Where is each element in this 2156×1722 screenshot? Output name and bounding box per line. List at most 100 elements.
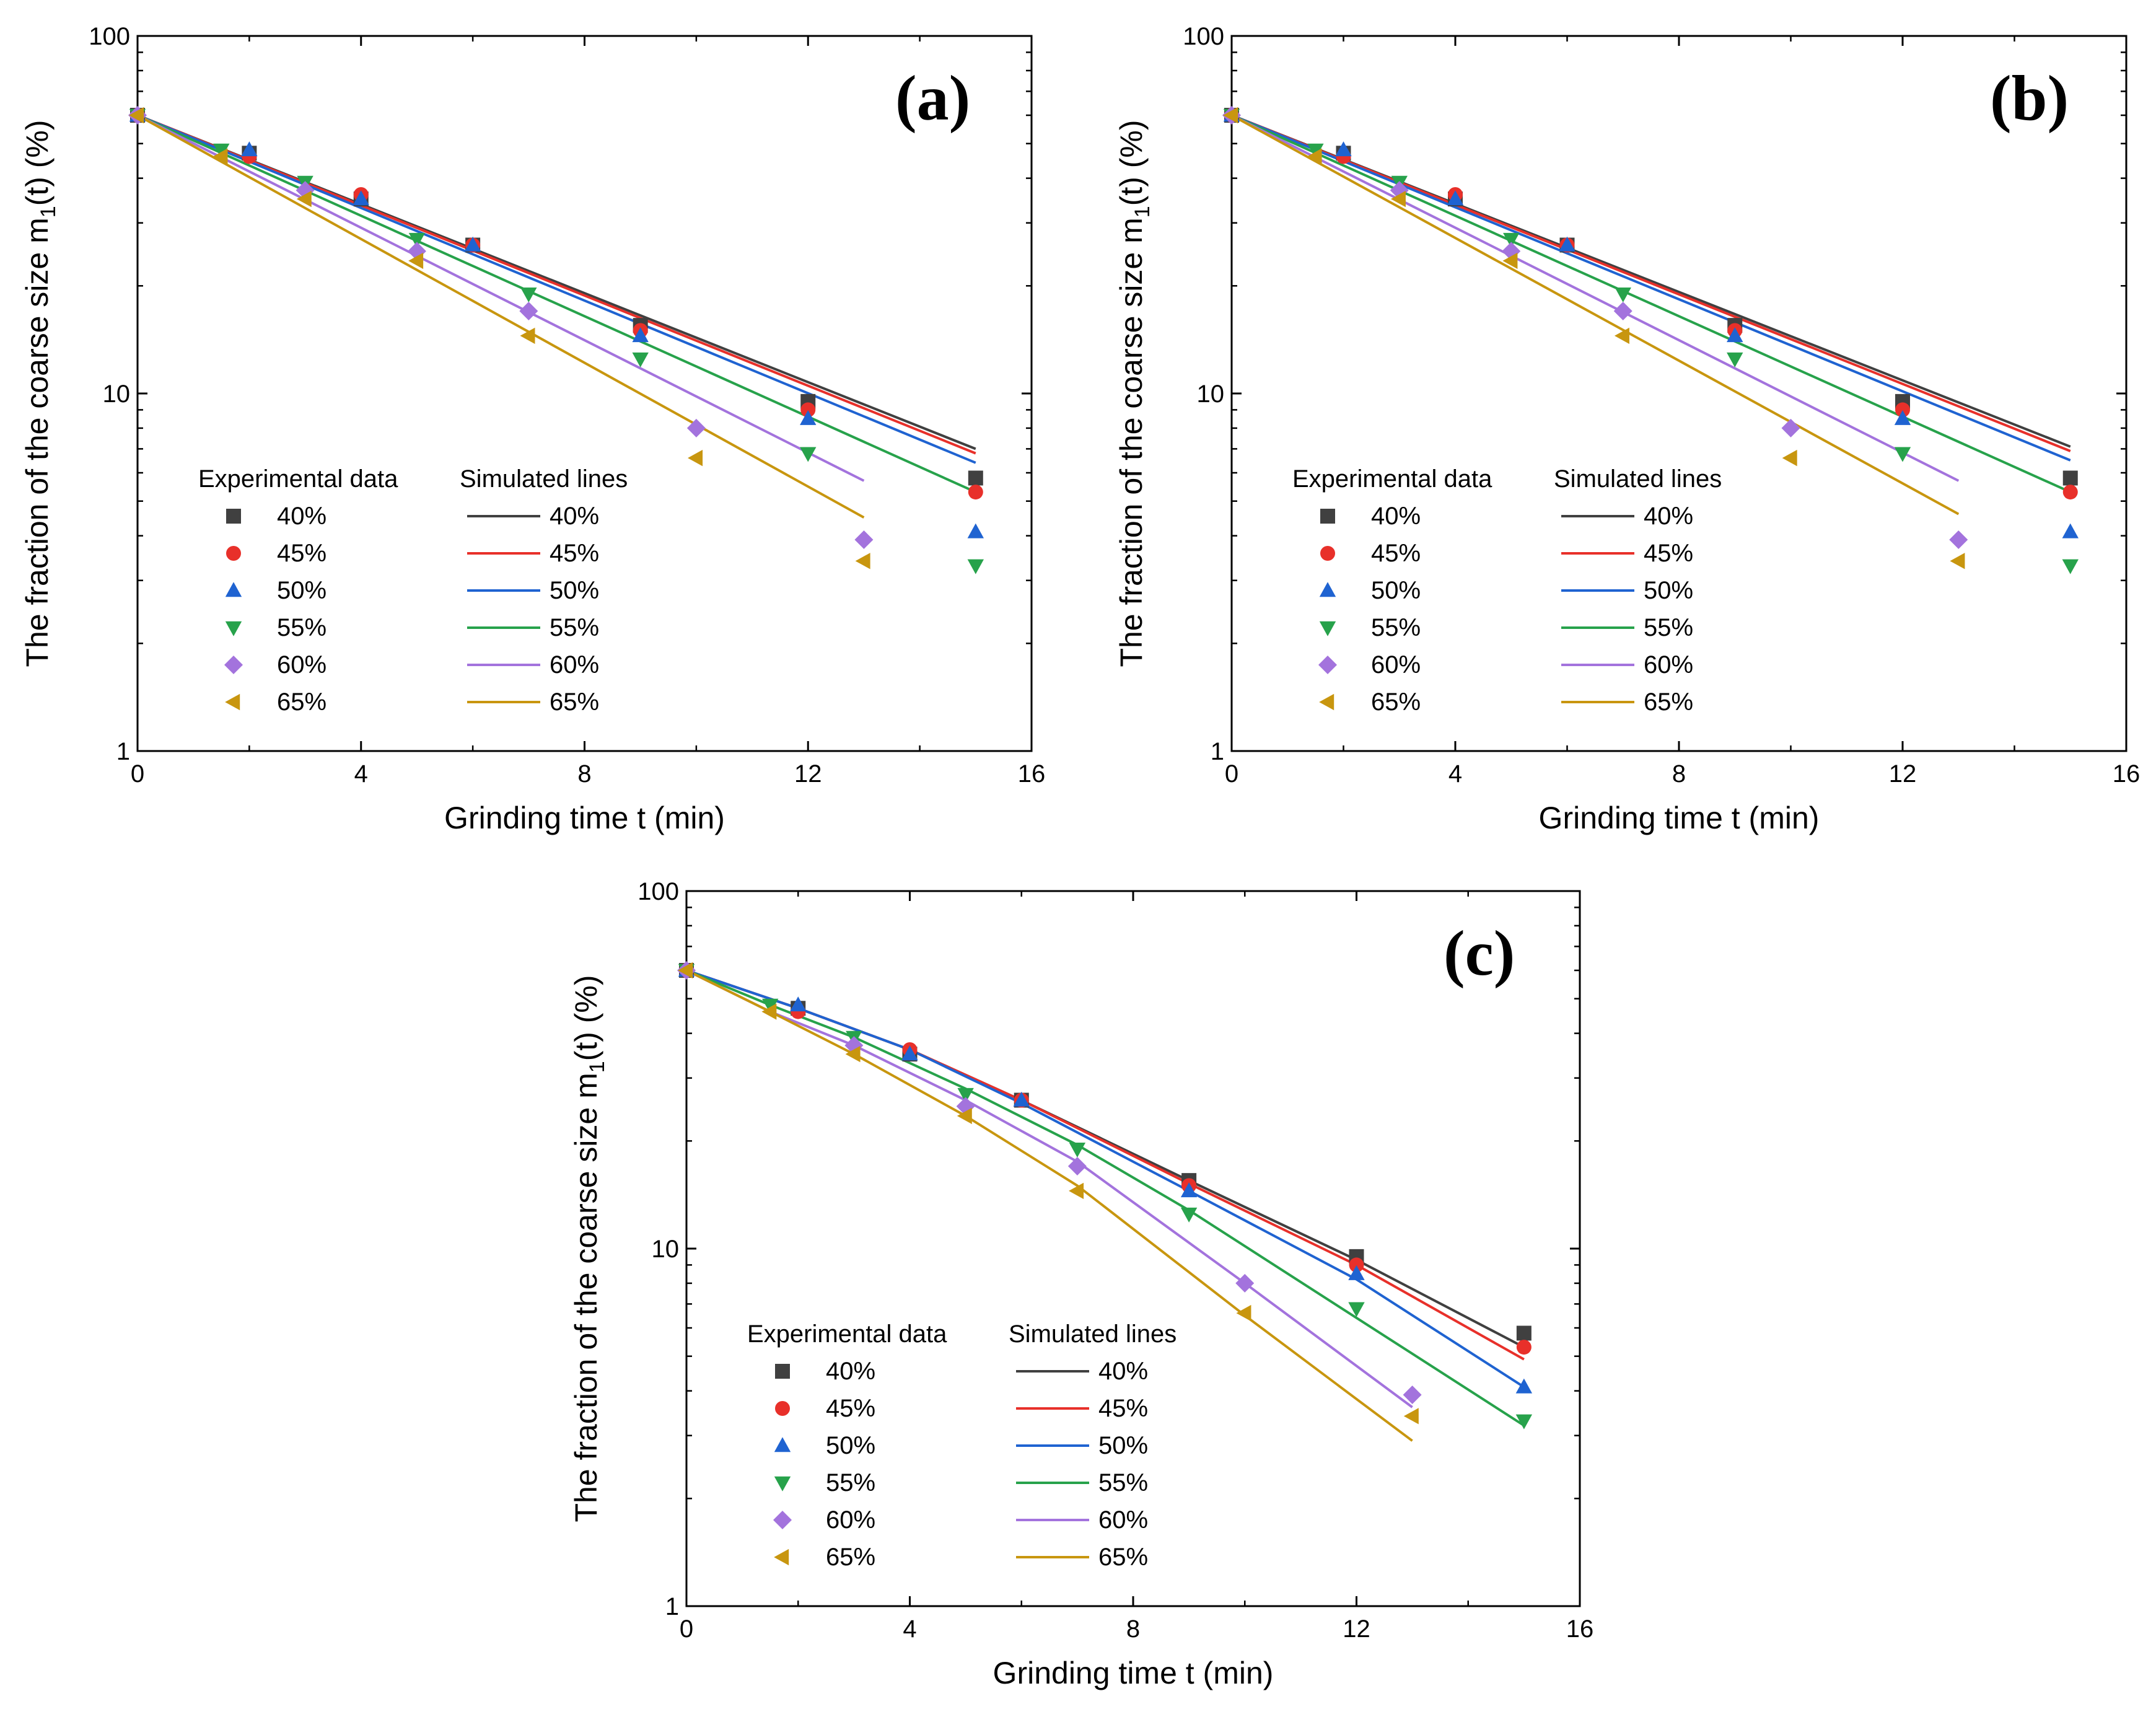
panel-label: (a) bbox=[895, 63, 970, 134]
plot-frame bbox=[1230, 35, 2128, 752]
data-point-65pct bbox=[1614, 327, 1629, 345]
data-point-65pct bbox=[1307, 148, 1322, 165]
legend-label-sim: 55% bbox=[1098, 1469, 1148, 1496]
legend-label-exp: 50% bbox=[1371, 577, 1421, 604]
chart-panel-2: 0 4 8 12 16 1 10 100 Grinding time t (min) The fr… bbox=[1114, 23, 2140, 835]
chart-panel-1: 0 4 8 12 16 1 10 100 Grinding time t (min) The fr… bbox=[20, 23, 1045, 835]
x-tick-label: 8 bbox=[1672, 760, 1686, 788]
y-tick-label: 100 bbox=[1183, 23, 1224, 50]
data-point-65pct bbox=[1950, 553, 1965, 569]
legend-label-exp: 60% bbox=[1371, 651, 1421, 679]
data-point-55pct bbox=[1615, 287, 1631, 302]
x-tick-label: 4 bbox=[354, 760, 368, 788]
data-point-50pct bbox=[632, 327, 649, 343]
y-axis-title-main: The fraction of the coarse size m bbox=[1114, 217, 1149, 667]
data-point-60pct bbox=[1781, 418, 1800, 437]
data-point-40pct bbox=[1516, 1325, 1532, 1341]
simulated-lines bbox=[1231, 114, 2071, 516]
sim-line-45pct bbox=[1231, 114, 2071, 452]
data-point-65pct bbox=[1236, 1304, 1251, 1322]
data-point-55pct bbox=[1069, 1142, 1086, 1158]
legend-marker-40pct bbox=[775, 1364, 790, 1379]
legend-marker-50pct bbox=[774, 1437, 791, 1452]
data-point-50pct bbox=[901, 1045, 918, 1061]
data-point-55pct bbox=[408, 232, 426, 248]
experimental-points bbox=[1222, 106, 2079, 574]
y-tick-label: 100 bbox=[638, 878, 679, 905]
data-point-65pct bbox=[408, 252, 424, 270]
legend-label-exp: 55% bbox=[277, 614, 326, 641]
y-axis-title-tail: (t) (%) bbox=[569, 975, 603, 1061]
legend-label-sim: 40% bbox=[1644, 503, 1693, 530]
legend-label-exp: 65% bbox=[277, 688, 326, 716]
legend-label-sim: 60% bbox=[1098, 1506, 1148, 1534]
legend-label-exp: 65% bbox=[1371, 688, 1421, 716]
data-point-65pct bbox=[520, 327, 535, 345]
data-point-60pct bbox=[854, 530, 874, 549]
sim-line-40pct bbox=[686, 969, 1525, 1348]
y-axis-title: The fraction of the coarse size m1(t) (%… bbox=[569, 975, 609, 1522]
legend-label-exp: 50% bbox=[277, 577, 326, 604]
legend-marker-45pct bbox=[1320, 546, 1335, 561]
legend-label-sim: 65% bbox=[1098, 1544, 1148, 1571]
data-point-65pct bbox=[296, 190, 312, 208]
data-point-50pct bbox=[790, 996, 807, 1012]
data-point-60pct bbox=[519, 302, 538, 321]
data-point-50pct bbox=[1013, 1091, 1030, 1107]
data-point-50pct bbox=[1894, 410, 1911, 425]
y-axis-title-tail: (t) (%) bbox=[1114, 120, 1149, 206]
sim-line-60pct bbox=[1231, 114, 1960, 482]
legend-title-experimental: Experimental data bbox=[747, 1320, 947, 1348]
data-point-65pct bbox=[1502, 252, 1518, 270]
data-point-55pct bbox=[967, 559, 984, 574]
data-point-45pct bbox=[1516, 1340, 1532, 1355]
y-tick-label: 10 bbox=[652, 1236, 680, 1263]
experimental-points bbox=[677, 961, 1533, 1430]
data-point-50pct bbox=[967, 523, 984, 538]
data-point-55pct bbox=[520, 287, 537, 302]
data-point-60pct bbox=[1613, 302, 1632, 321]
legend-label-exp: 50% bbox=[826, 1432, 875, 1459]
data-point-65pct bbox=[213, 148, 228, 165]
legend-marker-50pct bbox=[225, 582, 242, 597]
data-point-40pct bbox=[968, 470, 983, 486]
data-point-55pct bbox=[1180, 1207, 1198, 1223]
data-point-55pct bbox=[2062, 559, 2079, 574]
legend-label-sim: 40% bbox=[1098, 1358, 1148, 1385]
legend-label-exp: 40% bbox=[826, 1358, 875, 1385]
data-point-65pct bbox=[845, 1045, 861, 1063]
legend-marker-60pct bbox=[773, 1511, 792, 1529]
sim-line-55pct bbox=[686, 969, 1525, 1427]
data-point-50pct bbox=[1727, 327, 1743, 343]
panel-label: (c) bbox=[1444, 918, 1515, 989]
legend-label-sim: 60% bbox=[550, 651, 599, 679]
legend-label-exp: 40% bbox=[1371, 503, 1421, 530]
x-tick-label: 8 bbox=[577, 760, 591, 788]
data-point-65pct bbox=[1403, 1408, 1419, 1425]
x-tick-label: 16 bbox=[1566, 1615, 1594, 1643]
legend: Experimental data Simulated lines 40% 40% 45… bbox=[747, 1320, 1177, 1571]
data-point-45pct bbox=[1349, 1257, 1364, 1273]
legend-marker-65pct bbox=[1319, 693, 1334, 711]
legend-label-sim: 60% bbox=[1644, 651, 1693, 679]
legend-marker-65pct bbox=[774, 1548, 789, 1566]
data-point-65pct bbox=[1782, 449, 1797, 467]
x-tick-label: 0 bbox=[680, 1615, 693, 1643]
data-point-50pct bbox=[1559, 236, 1575, 252]
y-axis-title-subscript: 1 bbox=[585, 1061, 609, 1073]
y-axis-title-tail: (t) (%) bbox=[20, 120, 55, 206]
data-point-50pct bbox=[1335, 141, 1352, 157]
sim-line-45pct bbox=[137, 114, 976, 455]
y-tick-label: 10 bbox=[1197, 380, 1225, 408]
data-point-45pct bbox=[1895, 402, 1910, 418]
data-point-45pct bbox=[968, 485, 983, 500]
legend-marker-55pct bbox=[774, 1476, 791, 1491]
legend: Experimental data Simulated lines 40% 40% 45… bbox=[198, 465, 628, 716]
legend-marker-60pct bbox=[1318, 656, 1337, 674]
sim-line-65pct bbox=[1231, 114, 1960, 516]
chart-panel-3: 0 4 8 12 16 1 10 100 Grinding time t (min) The fr… bbox=[569, 878, 1593, 1690]
legend-marker-50pct bbox=[1319, 582, 1336, 597]
x-tick-label: 12 bbox=[794, 760, 822, 788]
data-point-50pct bbox=[1515, 1378, 1533, 1394]
x-tick-label: 4 bbox=[1448, 760, 1462, 788]
